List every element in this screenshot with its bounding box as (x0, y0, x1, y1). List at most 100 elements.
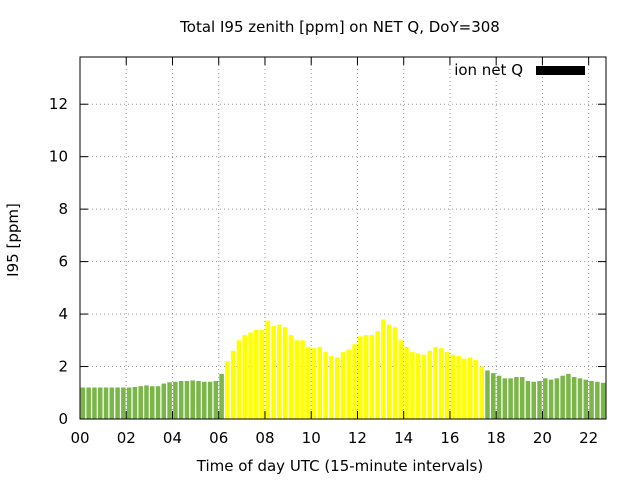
bar (444, 352, 450, 419)
bar (213, 380, 219, 419)
y-tick-label: 8 (58, 200, 68, 218)
bar (375, 331, 380, 419)
bar (462, 358, 467, 419)
bar (427, 350, 432, 419)
bar (519, 377, 525, 419)
bar (109, 387, 115, 419)
bar (340, 352, 346, 419)
bar (282, 327, 288, 419)
x-tick-label: 06 (209, 429, 228, 447)
bar (525, 380, 531, 419)
bar (352, 344, 357, 419)
bar (173, 381, 178, 419)
bar (265, 320, 271, 419)
grid-lines (80, 57, 606, 419)
bar (595, 381, 600, 419)
bar (248, 332, 253, 419)
bar (92, 387, 97, 419)
bar (323, 352, 328, 419)
y-tick-label: 10 (49, 148, 68, 166)
bar (202, 381, 207, 419)
bar (300, 340, 305, 419)
bar (346, 349, 352, 419)
bar (103, 387, 109, 419)
bar (386, 324, 392, 419)
bar (80, 387, 86, 419)
bar (121, 387, 126, 419)
bar (294, 340, 300, 419)
bar (491, 373, 496, 419)
legend: ion net Q (454, 61, 585, 79)
x-tick-label: 18 (487, 429, 506, 447)
bar (138, 386, 143, 419)
bar (288, 335, 294, 419)
bar (219, 373, 224, 419)
x-tick-label: 14 (394, 429, 413, 447)
bar (311, 348, 317, 419)
bar (456, 356, 461, 419)
x-tick-label: 12 (348, 429, 367, 447)
bar (259, 329, 265, 419)
bar (537, 380, 542, 419)
y-tick-label: 12 (49, 95, 68, 113)
bar (566, 373, 571, 419)
bar (514, 377, 519, 419)
y-axis-label: I95 [ppm] (4, 203, 22, 277)
bars (80, 319, 606, 419)
y-tick-label: 4 (58, 305, 68, 323)
x-tick-label: 20 (533, 429, 552, 447)
bar (306, 346, 311, 419)
bar (531, 381, 537, 419)
bar (329, 356, 334, 419)
bar (86, 387, 91, 419)
y-tick-label: 0 (58, 410, 68, 428)
y-tick-labels: 0 2 4 6 8 10 12 (49, 95, 68, 428)
bar (149, 386, 155, 419)
y-tick-label: 6 (58, 253, 68, 271)
bar (421, 354, 427, 419)
bar (392, 327, 398, 419)
bar (479, 366, 484, 419)
bar (155, 386, 161, 419)
tick-marks (79, 57, 606, 420)
bar (381, 319, 386, 419)
x-tick-label: 08 (255, 429, 274, 447)
bar (167, 382, 172, 419)
bar (358, 336, 363, 419)
bar (369, 335, 375, 419)
bar (600, 382, 606, 419)
x-tick-label: 02 (117, 429, 136, 447)
x-axis-label: Time of day UTC (15-minute intervals) (196, 457, 483, 475)
bar (508, 378, 513, 419)
bar (254, 329, 259, 419)
bar (404, 346, 409, 419)
bar (433, 346, 438, 419)
bar (439, 348, 444, 419)
bar (161, 383, 167, 419)
x-tick-label: 00 (70, 429, 89, 447)
x-tick-label: 10 (302, 429, 321, 447)
bar (196, 380, 201, 419)
bar (132, 386, 138, 419)
chart-title: Total I95 zenith [ppm] on NET Q, DoY=308 (179, 18, 500, 36)
bar (398, 340, 404, 419)
bar (97, 387, 103, 419)
bar (242, 335, 247, 419)
bar (363, 335, 369, 419)
bar (230, 350, 236, 419)
bar (467, 357, 473, 419)
bar (236, 340, 242, 419)
bar (473, 359, 479, 419)
x-tick-label: 04 (163, 429, 182, 447)
bar (548, 379, 554, 419)
bar (450, 354, 456, 419)
bar (589, 380, 594, 419)
legend-entry-label: ion net Q (454, 61, 523, 79)
bar (271, 325, 276, 419)
bar (410, 352, 415, 419)
bar (225, 361, 230, 419)
bar (126, 387, 132, 419)
bar (571, 377, 577, 419)
bar (496, 375, 502, 419)
